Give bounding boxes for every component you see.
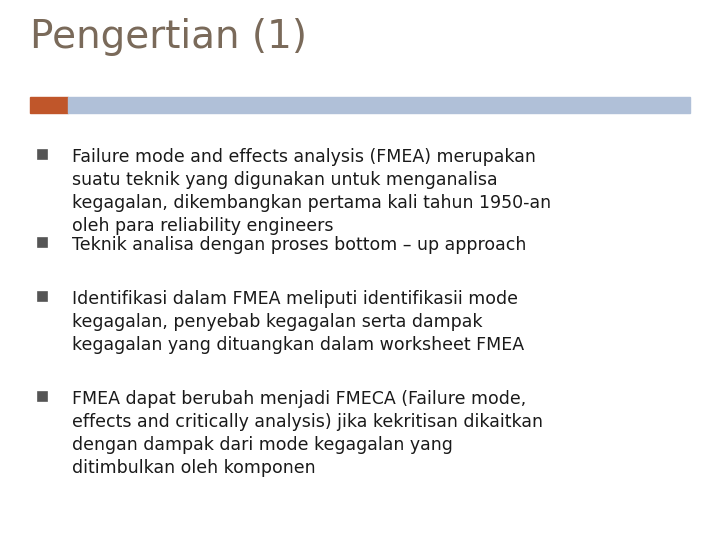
Bar	[38, 238, 47, 247]
Bar	[38, 150, 47, 159]
Text: Failure mode and effects analysis (FMEA) merupakan
suatu teknik yang digunakan u: Failure mode and effects analysis (FMEA)…	[72, 148, 551, 235]
Text: Teknik analisa dengan proses bottom – up approach: Teknik analisa dengan proses bottom – up…	[72, 236, 526, 254]
Bar	[38, 392, 47, 401]
Bar	[38, 292, 47, 301]
Text: Pengertian (1): Pengertian (1)	[30, 18, 307, 56]
Text: Identifikasi dalam FMEA meliputi identifikasii mode
kegagalan, penyebab kegagala: Identifikasi dalam FMEA meliputi identif…	[72, 290, 524, 354]
Bar	[68, 97, 690, 113]
Bar	[30, 97, 68, 113]
Text: FMEA dapat berubah menjadi FMECA (Failure mode,
effects and critically analysis): FMEA dapat berubah menjadi FMECA (Failur…	[72, 390, 543, 477]
